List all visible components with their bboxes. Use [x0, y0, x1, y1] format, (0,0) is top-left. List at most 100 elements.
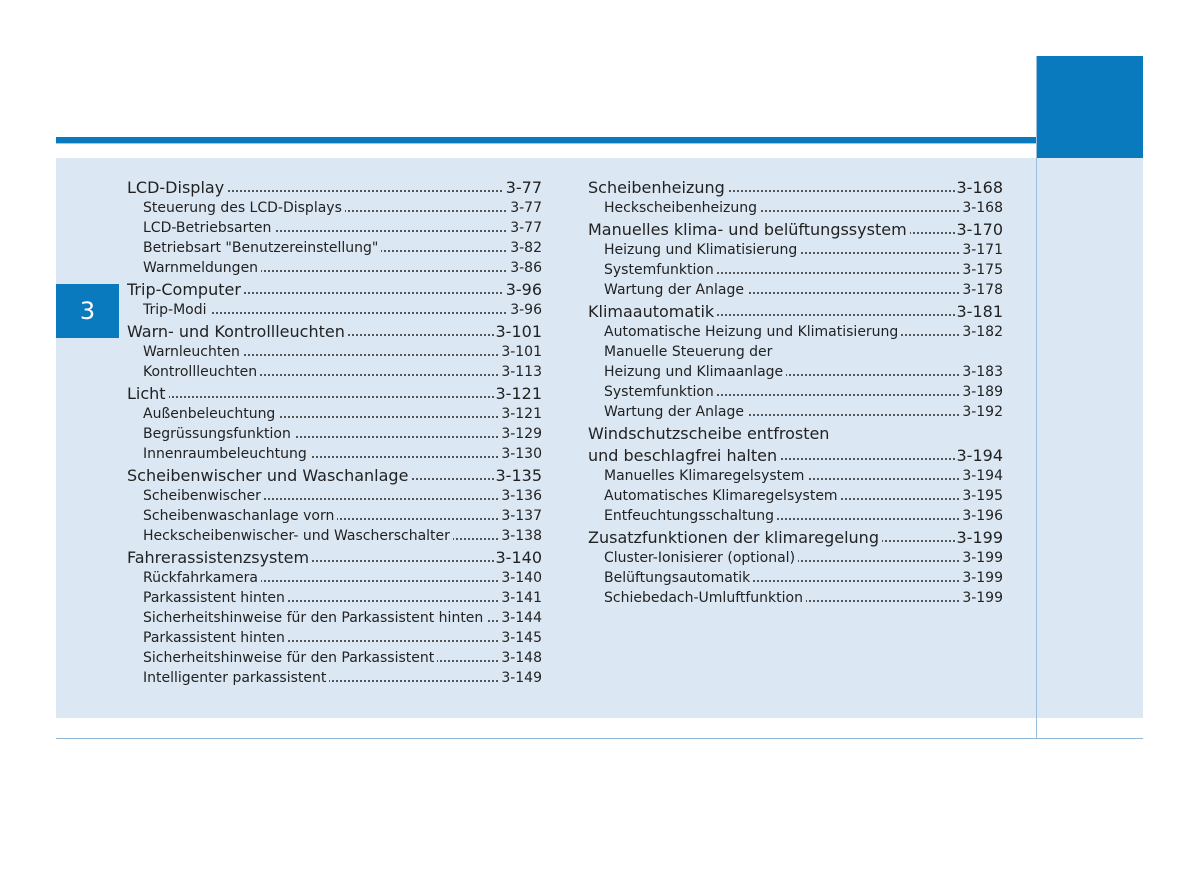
- toc-entry-title: Licht: [127, 383, 169, 404]
- toc-subsection-entry[interactable]: Heizung und Klimatisierung 3-171: [604, 240, 1003, 260]
- toc-subsection-entry[interactable]: Warnleuchten 3-101: [143, 342, 542, 362]
- toc-section-entry[interactable]: LCD-Display 3-77: [127, 177, 542, 198]
- toc-entry-page: 3-137: [499, 506, 542, 526]
- toc-subsection-entry[interactable]: Wartung der Anlage 3-178: [604, 280, 1003, 300]
- dot-leader: [604, 252, 1003, 254]
- dot-leader: [143, 270, 542, 272]
- footer-rule: [56, 738, 1143, 739]
- toc-section-entry[interactable]: und beschlagfrei halten 3-194: [588, 445, 1003, 466]
- toc-entry-title: Warnleuchten: [143, 342, 243, 362]
- toc-subsection-entry[interactable]: Entfeuchtungsschaltung 3-196: [604, 506, 1003, 526]
- dot-leader: [127, 560, 542, 562]
- toc-subsection-entry[interactable]: LCD-Betriebsarten 3-77: [143, 218, 542, 238]
- toc-entry-title: Heizung und Klimatisierung: [604, 240, 801, 260]
- toc-subsection-entry[interactable]: Sicherheitshinweise für den Parkassisten…: [143, 608, 542, 628]
- toc-entry-page: 3-140: [493, 547, 542, 568]
- toc-section-entry[interactable]: Warn- und Kontrollleuchten 3-101: [127, 321, 542, 342]
- toc-subsection-entry[interactable]: Kontrollleuchten 3-113: [143, 362, 542, 382]
- toc-subsection-entry[interactable]: Scheibenwischer 3-136: [143, 486, 542, 506]
- toc-entry-page: 3-178: [960, 280, 1003, 300]
- toc-subsection-entry[interactable]: Außenbeleuchtung 3-121: [143, 404, 542, 424]
- toc-subsection-entry[interactable]: Manuelle Steuerung der: [604, 342, 1003, 362]
- dot-leader: [127, 292, 542, 294]
- toc-subsection-entry[interactable]: Automatische Heizung und Klimatisierung 3…: [604, 322, 1003, 342]
- toc-entry-page: 3-194: [960, 466, 1003, 486]
- toc-entry-title: Innenraumbeleuchtung: [143, 444, 310, 464]
- toc-entry-title: Betriebsart "Benutzereinstellung": [143, 238, 382, 258]
- dot-leader: [127, 396, 542, 398]
- toc-section-entry[interactable]: Windschutzscheibe entfrosten: [588, 423, 1003, 444]
- toc-entry-title: Sicherheitshinweise für den Parkassisten…: [143, 648, 438, 668]
- toc-entry-title: Manuelles klima- und belüftungssystem: [588, 219, 910, 240]
- toc-entry-title: Wartung der Anlage: [604, 280, 747, 300]
- toc-entry-page: 3-141: [499, 588, 542, 608]
- toc-subsection-entry[interactable]: Rückfahrkamera 3-140: [143, 568, 542, 588]
- toc-entry-title: Parkassistent hinten: [143, 588, 288, 608]
- toc-subsection-entry[interactable]: Begrüssungsfunktion 3-129: [143, 424, 542, 444]
- header-rule: [56, 137, 1036, 143]
- toc-entry-page: 3-195: [960, 486, 1003, 506]
- toc-section-entry[interactable]: Klimaautomatik 3-181: [588, 301, 1003, 322]
- toc-section-entry[interactable]: Trip-Computer 3-96: [127, 279, 542, 300]
- toc-entry-page: 3-113: [499, 362, 542, 382]
- toc-subsection-entry[interactable]: Heizung und Klimaanlage 3-183: [604, 362, 1003, 382]
- toc-subsection-entry[interactable]: Systemfunktion 3-189: [604, 382, 1003, 402]
- dot-leader: [143, 680, 542, 682]
- toc-section-entry[interactable]: Licht 3-121: [127, 383, 542, 404]
- toc-entry-page: 3-148: [499, 648, 542, 668]
- toc-subsection-entry[interactable]: Automatisches Klimaregelsystem 3-195: [604, 486, 1003, 506]
- toc-subsection-entry[interactable]: Betriebsart "Benutzereinstellung" 3-82: [143, 238, 542, 258]
- dot-leader: [143, 456, 542, 458]
- toc-entry-page: 3-194: [954, 445, 1003, 466]
- toc-subsection-entry[interactable]: Manuelles Klimaregelsystem 3-194: [604, 466, 1003, 486]
- toc-entry-title: Manuelle Steuerung der: [604, 342, 776, 362]
- dot-leader: [143, 580, 542, 582]
- toc-entry-page: 3-96: [508, 300, 542, 320]
- toc-subsection-entry[interactable]: Schiebedach-Umluftfunktion 3-199: [604, 588, 1003, 608]
- toc-right-column: Scheibenheizung 3-168 Heckscheibenheizung 3…: [588, 176, 1003, 608]
- dot-leader: [604, 394, 1003, 396]
- chapter-number: 3: [79, 297, 96, 325]
- toc-entry-page: 3-135: [493, 465, 542, 486]
- toc-entry-page: 3-129: [499, 424, 542, 444]
- toc-subsection-entry[interactable]: Cluster-Ionisierer (optional) 3-199: [604, 548, 1003, 568]
- toc-subsection-entry[interactable]: Wartung der Anlage 3-192: [604, 402, 1003, 422]
- toc-subsection-entry[interactable]: Systemfunktion 3-175: [604, 260, 1003, 280]
- dot-leader: [143, 640, 542, 642]
- toc-subsection-entry[interactable]: Parkassistent hinten 3-141: [143, 588, 542, 608]
- toc-section-entry[interactable]: Fahrerassistenzsystem 3-140: [127, 547, 542, 568]
- dot-leader: [143, 312, 542, 314]
- toc-entry-title: und beschlagfrei halten: [588, 445, 781, 466]
- toc-entry-title: Trip-Computer: [127, 279, 244, 300]
- toc-entry-page: 3-183: [960, 362, 1003, 382]
- toc-entry-title: Warn- und Kontrollleuchten: [127, 321, 348, 342]
- toc-entry-title: Rückfahrkamera: [143, 568, 261, 588]
- toc-section-entry[interactable]: Zusatzfunktionen der klimaregelung 3-199: [588, 527, 1003, 548]
- toc-subsection-entry[interactable]: Innenraumbeleuchtung 3-130: [143, 444, 542, 464]
- toc-subsection-entry[interactable]: Steuerung des LCD-Displays 3-77: [143, 198, 542, 218]
- toc-entry-page: 3-149: [499, 668, 542, 688]
- toc-subsection-entry[interactable]: Warnmeldungen 3-86: [143, 258, 542, 278]
- toc-entry-page: 3-77: [508, 218, 542, 238]
- dot-leader: [604, 414, 1003, 416]
- toc-subsection-entry[interactable]: Sicherheitshinweise für den Parkassisten…: [143, 648, 542, 668]
- toc-entry-page: 3-138: [499, 526, 542, 546]
- toc-section-entry[interactable]: Scheibenwischer und Waschanlage 3-135: [127, 465, 542, 486]
- toc-entry-page: 3-171: [960, 240, 1003, 260]
- toc-entry-title: Begrüssungsfunktion: [143, 424, 294, 444]
- toc-subsection-entry[interactable]: Parkassistent hinten 3-145: [143, 628, 542, 648]
- toc-section-entry[interactable]: Scheibenheizung 3-168: [588, 177, 1003, 198]
- toc-entry-title: Fahrerassistenzsystem: [127, 547, 313, 568]
- toc-subsection-entry[interactable]: Trip-Modi 3-96: [143, 300, 542, 320]
- toc-subsection-entry[interactable]: Belüftungsautomatik 3-199: [604, 568, 1003, 588]
- toc-entry-title: Automatische Heizung und Klimatisierung: [604, 322, 902, 342]
- toc-subsection-entry[interactable]: Heckscheibenheizung 3-168: [604, 198, 1003, 218]
- toc-section-entry[interactable]: Manuelles klima- und belüftungssystem 3-1…: [588, 219, 1003, 240]
- toc-subsection-entry[interactable]: Intelligenter parkassistent 3-149: [143, 668, 542, 688]
- toc-entry-page: 3-101: [493, 321, 542, 342]
- chapter-corner-block: [1037, 56, 1143, 158]
- toc-entry-page: 3-189: [960, 382, 1003, 402]
- dot-leader: [604, 560, 1003, 562]
- toc-subsection-entry[interactable]: Scheibenwaschanlage vorn 3-137: [143, 506, 542, 526]
- toc-subsection-entry[interactable]: Heckscheibenwischer- und Wascherschalter…: [143, 526, 542, 546]
